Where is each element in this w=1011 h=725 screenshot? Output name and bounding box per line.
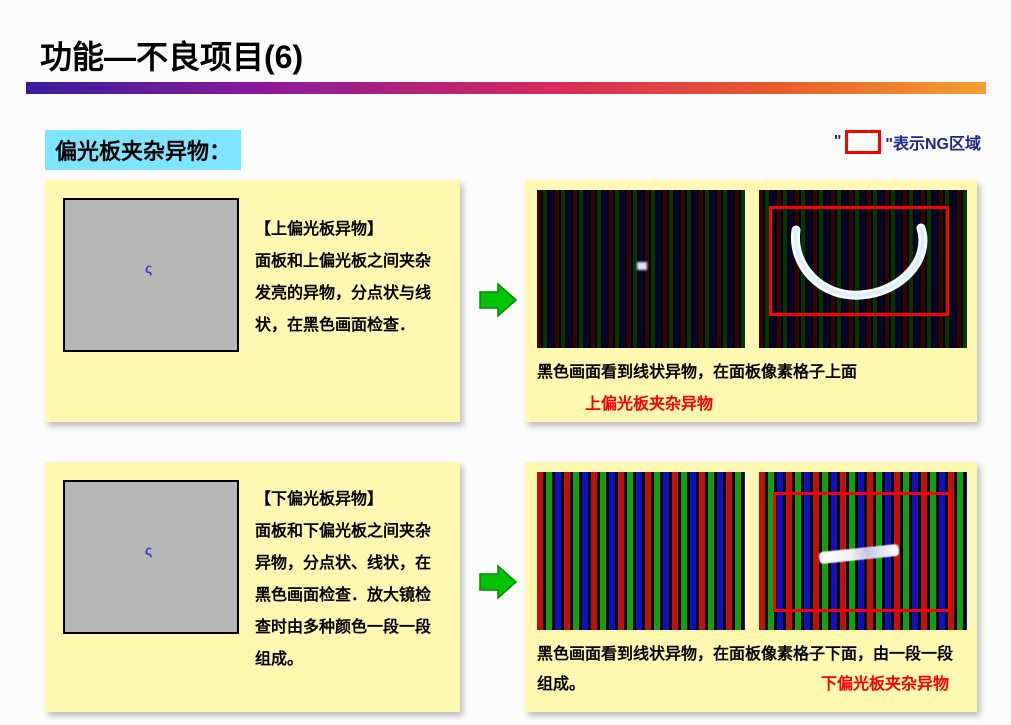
defect-mark: ς [145, 260, 152, 276]
desc-heading: 【上偏光板异物】 [255, 214, 445, 246]
red-caption-upper: 上偏光板夹杂异物 [585, 390, 713, 414]
rgb-pattern-bright [537, 472, 745, 630]
desc-body: 面板和下偏光板之间夹杂异物，分点状、线状，在黑色画面检查．放大镜检查时由多种颜色… [255, 516, 445, 676]
legend-ng-box [845, 130, 881, 154]
defect-fiber-curve [781, 210, 941, 310]
desc-body: 面板和上偏光板之间夹杂发亮的异物，分点状与线状，在黑色画面检查． [255, 246, 445, 342]
panel-upper-right: 黑色画面看到线状异物，在面板像素格子上面 上偏光板夹杂异物 [525, 180, 977, 422]
sample-screen-upper: ς [63, 198, 239, 352]
title-underline [26, 82, 986, 94]
defect-mark: ς [145, 542, 152, 558]
pixel-image-lower-right [759, 472, 967, 630]
red-caption-lower: 下偏光板夹杂异物 [821, 670, 949, 694]
pixel-image-upper-left [537, 190, 745, 348]
arrow-icon [478, 562, 518, 602]
panel-lower-right: 黑色画面看到线状异物，在面板像素格子下面，由一段一段组成。 下偏光板夹杂异物 [525, 462, 977, 712]
caption-upper: 黑色画面看到线状异物，在面板像素格子上面 [537, 358, 967, 388]
legend-prefix: " [834, 133, 842, 151]
page-title: 功能—不良项目(6) [40, 32, 303, 78]
arrow-icon [478, 280, 518, 320]
pixel-image-lower-left [537, 472, 745, 630]
desc-heading: 【下偏光板异物】 [255, 484, 445, 516]
desc-upper: 【上偏光板异物】 面板和上偏光板之间夹杂发亮的异物，分点状与线状，在黑色画面检查… [255, 214, 445, 342]
legend: " "表示NG区域 [834, 130, 981, 154]
panel-upper-left: ς 【上偏光板异物】 面板和上偏光板之间夹杂发亮的异物，分点状与线状，在黑色画面… [45, 180, 460, 422]
legend-suffix: "表示NG区域 [885, 130, 981, 154]
sample-screen-lower: ς [63, 480, 239, 634]
pixel-image-upper-right [759, 190, 967, 348]
desc-lower: 【下偏光板异物】 面板和下偏光板之间夹杂异物，分点状、线状，在黑色画面检查．放大… [255, 484, 445, 676]
section-subtitle: 偏光板夹杂异物： [45, 130, 241, 170]
defect-dot [637, 262, 647, 270]
panel-lower-left: ς 【下偏光板异物】 面板和下偏光板之间夹杂异物，分点状、线状，在黑色画面检查．… [45, 462, 460, 712]
